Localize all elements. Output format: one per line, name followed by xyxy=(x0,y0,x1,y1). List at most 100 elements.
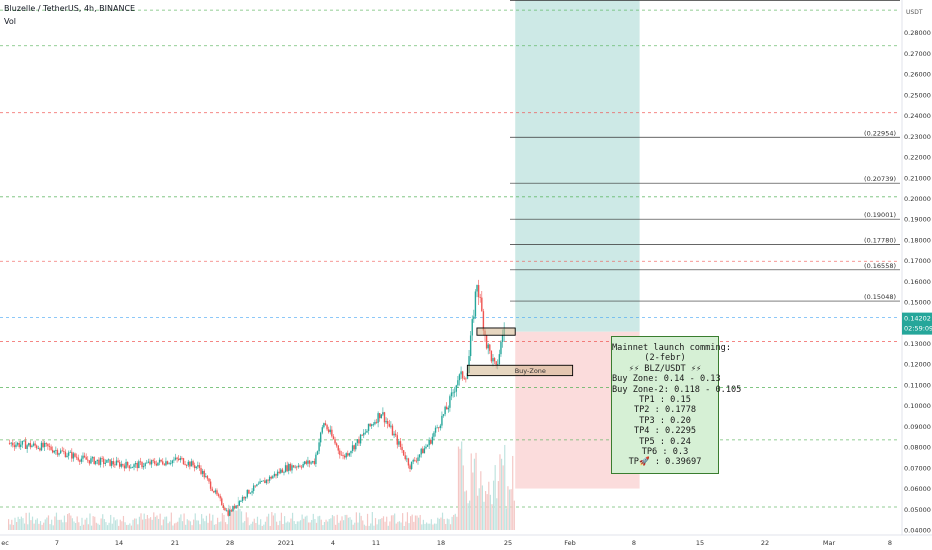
candle-body[interactable] xyxy=(40,442,43,451)
candle-body[interactable] xyxy=(104,462,107,464)
candle-body[interactable] xyxy=(404,455,406,460)
candle-body[interactable] xyxy=(12,442,14,446)
candle-body[interactable] xyxy=(398,441,400,445)
candle-body[interactable] xyxy=(34,443,36,446)
candle-body[interactable] xyxy=(133,464,135,468)
candle-body[interactable] xyxy=(254,485,256,487)
candle-body[interactable] xyxy=(393,433,395,436)
candle-body[interactable] xyxy=(300,466,303,468)
candle-body[interactable] xyxy=(342,455,344,456)
candle-body[interactable] xyxy=(95,460,97,465)
candle-body[interactable] xyxy=(450,392,453,397)
candle-body[interactable] xyxy=(260,481,263,482)
candle-body[interactable] xyxy=(431,436,434,444)
candle-body[interactable] xyxy=(339,450,341,455)
candle-body[interactable] xyxy=(399,441,402,448)
candle-body[interactable] xyxy=(340,454,343,456)
candle-body[interactable] xyxy=(120,463,122,467)
candle-body[interactable] xyxy=(482,311,485,331)
candle-body[interactable] xyxy=(241,497,244,501)
candle-body[interactable] xyxy=(420,448,422,455)
candle-body[interactable] xyxy=(227,510,229,516)
candle-body[interactable] xyxy=(446,406,448,410)
candle-body[interactable] xyxy=(296,466,298,468)
candle-body[interactable] xyxy=(426,445,429,447)
candle-body[interactable] xyxy=(401,447,403,451)
candle-body[interactable] xyxy=(351,445,354,452)
candle-body[interactable] xyxy=(447,407,450,410)
candle-body[interactable] xyxy=(91,457,94,459)
candle-body[interactable] xyxy=(205,476,207,478)
candle-body[interactable] xyxy=(485,335,488,349)
target-zone[interactable] xyxy=(515,0,640,332)
candle-body[interactable] xyxy=(259,481,261,484)
candle-body[interactable] xyxy=(195,466,197,469)
candle-body[interactable] xyxy=(294,466,296,468)
candle-body[interactable] xyxy=(101,458,103,459)
candle-body[interactable] xyxy=(386,421,389,424)
candle-body[interactable] xyxy=(493,358,496,362)
candle-body[interactable] xyxy=(347,453,349,456)
candle-body[interactable] xyxy=(184,464,186,466)
candle-body[interactable] xyxy=(343,455,346,458)
candle-body[interactable] xyxy=(469,335,472,357)
candle-body[interactable] xyxy=(39,448,41,451)
candle-body[interactable] xyxy=(8,442,11,444)
candle-body[interactable] xyxy=(316,451,319,455)
candle-body[interactable] xyxy=(61,450,63,452)
candle-body[interactable] xyxy=(190,461,193,467)
candle-body[interactable] xyxy=(460,371,462,375)
candle-body[interactable] xyxy=(163,464,166,466)
candle-body[interactable] xyxy=(302,464,304,468)
candle-body[interactable] xyxy=(59,450,62,454)
candle-body[interactable] xyxy=(165,461,167,466)
candle-body[interactable] xyxy=(458,374,461,381)
candle-body[interactable] xyxy=(273,473,276,477)
candle-body[interactable] xyxy=(171,460,174,464)
candle-body[interactable] xyxy=(208,478,210,482)
candle-body[interactable] xyxy=(439,425,442,429)
candle-body[interactable] xyxy=(377,413,379,423)
candle-body[interactable] xyxy=(162,461,164,465)
candle-body[interactable] xyxy=(221,498,223,506)
candle-body[interactable] xyxy=(281,469,284,473)
candle-body[interactable] xyxy=(319,432,322,443)
candle-body[interactable] xyxy=(71,451,73,459)
candle-body[interactable] xyxy=(371,424,373,426)
candle-body[interactable] xyxy=(323,423,325,428)
candle-body[interactable] xyxy=(441,415,443,426)
candle-body[interactable] xyxy=(268,476,271,481)
candle-body[interactable] xyxy=(409,465,411,470)
candle-body[interactable] xyxy=(193,465,196,469)
candle-body[interactable] xyxy=(280,469,282,473)
candle-body[interactable] xyxy=(118,462,121,467)
candle-body[interactable] xyxy=(152,460,154,462)
candle-body[interactable] xyxy=(256,484,258,487)
candle-body[interactable] xyxy=(232,506,234,512)
candle-body[interactable] xyxy=(332,436,335,440)
candle-body[interactable] xyxy=(189,461,191,467)
candle-body[interactable] xyxy=(315,454,317,465)
candle-body[interactable] xyxy=(36,445,38,449)
candle-body[interactable] xyxy=(425,446,427,449)
candle-body[interactable] xyxy=(211,488,213,492)
candle-body[interactable] xyxy=(87,459,89,461)
candle-body[interactable] xyxy=(201,470,204,474)
candle-body[interactable] xyxy=(326,425,328,430)
candle-body[interactable] xyxy=(109,459,111,466)
candle-body[interactable] xyxy=(185,465,188,466)
candle-body[interactable] xyxy=(487,344,489,349)
candle-body[interactable] xyxy=(187,461,189,466)
trade-note[interactable]: Mainnet launch comming: (2-febr) ⚡⚡ BLZ/… xyxy=(611,336,741,474)
candle-body[interactable] xyxy=(99,458,102,465)
candle-body[interactable] xyxy=(379,413,381,419)
candle-body[interactable] xyxy=(125,461,127,469)
candle-body[interactable] xyxy=(501,335,504,342)
candle-body[interactable] xyxy=(267,479,269,481)
candle-body[interactable] xyxy=(366,430,368,433)
candle-body[interactable] xyxy=(292,465,295,468)
candle-body[interactable] xyxy=(359,434,362,444)
candle-body[interactable] xyxy=(396,435,398,445)
candle-body[interactable] xyxy=(453,391,456,393)
candle-body[interactable] xyxy=(270,476,272,479)
